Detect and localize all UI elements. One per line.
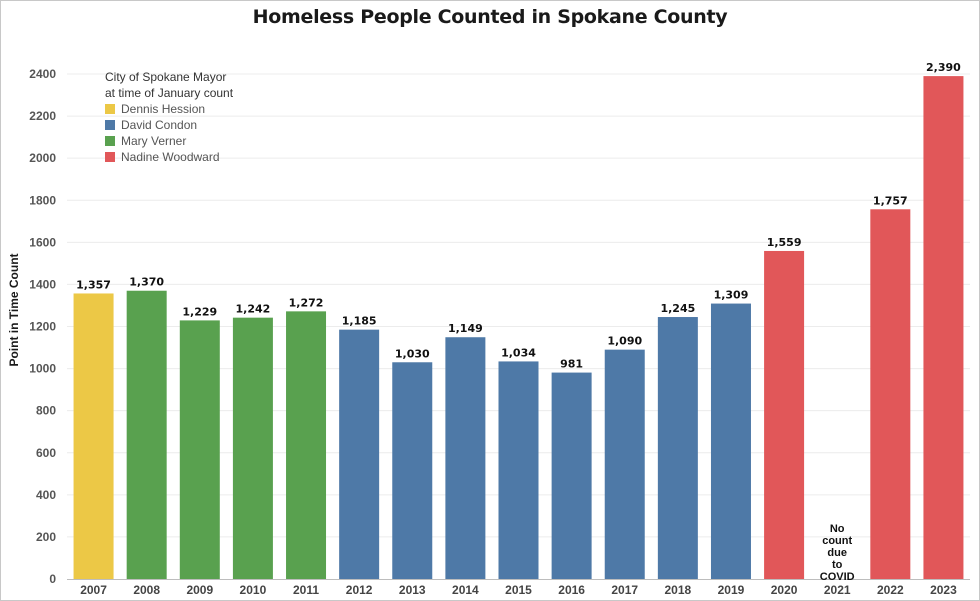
y-tick-label: 1800 <box>29 193 56 207</box>
legend-title-line1: City of Spokane Mayor <box>105 70 227 84</box>
y-tick-label: 0 <box>49 572 56 586</box>
y-tick-label: 400 <box>36 488 56 502</box>
legend-label: David Condon <box>121 118 198 132</box>
y-tick-label: 1000 <box>29 362 56 376</box>
x-tick-label: 2020 <box>771 583 798 597</box>
legend-item: David Condon <box>105 117 233 133</box>
data-label: 1,030 <box>395 347 430 360</box>
x-tick-label: 2013 <box>399 583 426 597</box>
x-tick-label: 2017 <box>611 583 638 597</box>
x-tick-label: 2007 <box>80 583 107 597</box>
data-label: 1,149 <box>448 322 483 335</box>
y-tick-label: 1200 <box>29 320 56 334</box>
bar <box>710 303 751 579</box>
y-tick-label: 2000 <box>29 151 56 165</box>
annotation-line: count <box>822 535 852 547</box>
data-label: 1,245 <box>660 302 695 315</box>
y-tick-label: 2400 <box>29 67 56 81</box>
bar <box>870 209 911 579</box>
data-label: 1,185 <box>342 315 377 328</box>
x-tick-label: 2012 <box>346 583 373 597</box>
bar <box>73 293 114 579</box>
annotation-line: No <box>830 523 845 535</box>
legend-label: Mary Verner <box>121 134 187 148</box>
x-tick-label: 2014 <box>452 583 479 597</box>
data-label: 1,559 <box>767 236 802 249</box>
x-tick-label: 2010 <box>240 583 267 597</box>
legend-item: Mary Verner <box>105 133 233 149</box>
x-tick-label: 2011 <box>293 583 319 597</box>
x-tick-label: 2009 <box>186 583 213 597</box>
legend-swatch <box>105 104 115 114</box>
y-tick-label: 1400 <box>29 277 56 291</box>
data-label: 1,090 <box>607 335 642 348</box>
data-label: 981 <box>560 358 583 371</box>
x-tick-label: 2019 <box>718 583 745 597</box>
data-label: 1,272 <box>289 296 324 309</box>
bar <box>551 372 592 579</box>
y-tick-label: 2200 <box>29 109 56 123</box>
x-tick-label: 2018 <box>665 583 692 597</box>
x-tick-label: 2023 <box>930 583 957 597</box>
annotation-line: to <box>832 559 843 571</box>
bar <box>923 76 964 580</box>
bar <box>657 317 698 579</box>
legend-swatch <box>105 136 115 146</box>
y-tick-label: 1600 <box>29 235 56 249</box>
bar <box>445 337 486 579</box>
legend-swatch <box>105 120 115 130</box>
bar <box>126 290 167 579</box>
data-label: 1,757 <box>873 194 908 207</box>
x-tick-label: 2016 <box>558 583 585 597</box>
annotation-line: due <box>827 547 847 559</box>
legend-title-line2: at time of January count <box>105 86 234 100</box>
bar <box>764 250 805 579</box>
data-label: 1,034 <box>501 346 536 359</box>
data-label: 1,357 <box>76 278 111 291</box>
bar <box>498 361 539 579</box>
annotation-line: COVID <box>820 571 855 583</box>
legend-item: Nadine Woodward <box>105 149 233 165</box>
bar <box>604 349 645 579</box>
y-tick-label: 200 <box>36 530 56 544</box>
x-tick-label: 2022 <box>877 583 904 597</box>
data-label: 2,390 <box>926 61 961 74</box>
bar <box>339 329 380 579</box>
data-label: 1,229 <box>182 305 217 318</box>
chart-title: Homeless People Counted in Spokane Count… <box>252 6 728 28</box>
data-label: 1,242 <box>236 303 271 316</box>
x-tick-label: 2021 <box>824 583 851 597</box>
y-tick-label: 800 <box>36 404 56 418</box>
bar <box>179 320 220 579</box>
legend-label: Nadine Woodward <box>121 150 220 164</box>
data-label: 1,370 <box>129 276 164 289</box>
legend-item: Dennis Hession <box>105 101 233 117</box>
x-tick-label: 2015 <box>505 583 532 597</box>
bar <box>392 362 433 579</box>
legend-label: Dennis Hession <box>121 102 206 116</box>
bar <box>232 317 273 579</box>
legend: City of Spokane Mayor at time of January… <box>105 69 233 165</box>
bar <box>286 311 327 579</box>
y-tick-label: 600 <box>36 446 56 460</box>
data-label: 1,309 <box>714 289 749 302</box>
x-tick-label: 2008 <box>133 583 160 597</box>
legend-swatch <box>105 152 115 162</box>
